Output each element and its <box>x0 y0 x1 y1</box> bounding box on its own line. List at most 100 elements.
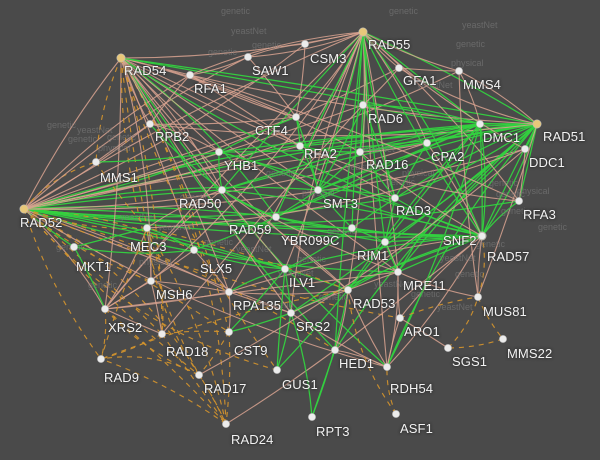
graph-edge[interactable] <box>284 227 353 270</box>
graph-node-rad54[interactable] <box>116 53 126 63</box>
graph-edge[interactable] <box>275 216 353 229</box>
graph-node-rad17[interactable] <box>195 371 203 379</box>
graph-edge[interactable] <box>386 366 397 415</box>
graph-node-mms1[interactable] <box>92 158 100 166</box>
graph-edge[interactable] <box>104 227 148 310</box>
graph-edge[interactable] <box>23 70 460 210</box>
graph-node-mec3[interactable] <box>143 224 151 232</box>
graph-edge[interactable] <box>23 56 249 210</box>
graph-edge[interactable] <box>161 330 230 335</box>
graph-edge[interactable] <box>399 235 483 319</box>
graph-edge[interactable] <box>221 123 538 191</box>
graph-edge[interactable] <box>347 289 388 368</box>
graph-edge[interactable] <box>481 123 538 237</box>
graph-edge[interactable] <box>276 312 292 371</box>
graph-edge[interactable] <box>398 67 460 72</box>
graph-edge[interactable] <box>149 74 191 125</box>
graph-edge[interactable] <box>120 57 286 270</box>
graph-node-cst9[interactable] <box>225 328 233 336</box>
graph-edge[interactable] <box>299 145 361 153</box>
graph-edge[interactable] <box>295 116 319 191</box>
node-layer[interactable] <box>19 27 542 428</box>
graph-edge[interactable] <box>399 317 449 349</box>
graph-edge[interactable] <box>347 31 365 291</box>
graph-edge[interactable] <box>276 289 349 371</box>
graph-edge[interactable] <box>351 31 364 229</box>
graph-edge[interactable] <box>23 208 353 229</box>
graph-edge[interactable] <box>247 43 306 58</box>
graph-edge[interactable] <box>359 142 428 153</box>
graph-edge[interactable] <box>23 208 102 360</box>
graph-node-rad24[interactable] <box>222 420 230 428</box>
graph-node-mms22[interactable] <box>499 335 507 343</box>
graph-node-saw1[interactable] <box>244 53 252 61</box>
graph-edge[interactable] <box>23 161 97 210</box>
graph-edge[interactable] <box>218 123 481 153</box>
graph-edge[interactable] <box>104 189 223 310</box>
graph-edge[interactable] <box>317 189 396 199</box>
graph-edge[interactable] <box>386 317 401 368</box>
graph-edge[interactable] <box>228 31 364 293</box>
graph-edge[interactable] <box>120 57 388 368</box>
graph-node-sgs1[interactable] <box>444 344 452 352</box>
graph-edge[interactable] <box>189 74 520 202</box>
graph-edge[interactable] <box>362 104 481 125</box>
graph-edge[interactable] <box>247 31 364 58</box>
graph-edge[interactable] <box>359 151 483 237</box>
graph-edge[interactable] <box>362 31 386 243</box>
graph-edge[interactable] <box>95 151 220 163</box>
graph-node-mms4[interactable] <box>455 67 463 75</box>
graph-node-xrs2[interactable] <box>101 305 109 313</box>
graph-node-gfa1[interactable] <box>395 64 403 72</box>
graph-edge[interactable] <box>100 356 200 376</box>
graph-edge[interactable] <box>359 104 364 153</box>
graph-edge[interactable] <box>23 57 122 210</box>
graph-edge[interactable] <box>304 31 364 45</box>
graph-edge[interactable] <box>198 331 230 376</box>
graph-edge[interactable] <box>23 208 286 270</box>
graph-edge[interactable] <box>23 208 163 335</box>
graph-edge[interactable] <box>447 296 479 349</box>
graph-node-srs2[interactable] <box>287 309 295 317</box>
graph-node-gus1[interactable] <box>273 366 281 374</box>
graph-edge[interactable] <box>477 123 538 298</box>
graph-edge[interactable] <box>161 333 227 425</box>
graph-edge[interactable] <box>290 289 349 314</box>
graph-edge[interactable] <box>275 216 483 237</box>
graph-edge[interactable] <box>228 235 483 293</box>
graph-edge[interactable] <box>284 235 483 270</box>
graph-edge[interactable] <box>290 312 388 368</box>
graph-edge[interactable] <box>104 291 230 310</box>
graph-edge[interactable] <box>149 123 538 137</box>
graph-edge[interactable] <box>23 142 428 210</box>
graph-edge[interactable] <box>120 57 230 293</box>
graph-edge[interactable] <box>120 57 361 153</box>
graph-node-rad9[interactable] <box>97 355 105 363</box>
graph-edge[interactable] <box>362 31 396 199</box>
graph-edge[interactable] <box>477 296 504 340</box>
graph-edge[interactable] <box>362 31 388 368</box>
graph-edge[interactable] <box>362 31 520 202</box>
graph-node-mus81[interactable] <box>474 293 482 301</box>
graph-edge[interactable] <box>397 271 479 298</box>
graph-edge[interactable] <box>104 308 227 425</box>
graph-edge[interactable] <box>149 116 297 125</box>
graph-edge[interactable] <box>95 123 151 163</box>
graph-node-rad16[interactable] <box>356 148 364 156</box>
graph-node-rad52[interactable] <box>19 204 29 214</box>
graph-edge[interactable] <box>362 67 400 106</box>
graph-edge[interactable] <box>120 57 148 229</box>
graph-edge[interactable] <box>146 227 195 251</box>
graph-edge[interactable] <box>228 312 292 333</box>
graph-edge[interactable] <box>23 208 278 371</box>
graph-node-rpb2[interactable] <box>146 120 154 128</box>
graph-edge[interactable] <box>247 56 297 118</box>
graph-node-ilv1[interactable] <box>281 265 289 273</box>
graph-edge[interactable] <box>362 31 460 72</box>
graph-node-msh6[interactable] <box>147 277 155 285</box>
graph-node-asf1[interactable] <box>392 410 400 418</box>
graph-edge[interactable] <box>275 123 481 218</box>
graph-edge[interactable] <box>299 145 520 202</box>
